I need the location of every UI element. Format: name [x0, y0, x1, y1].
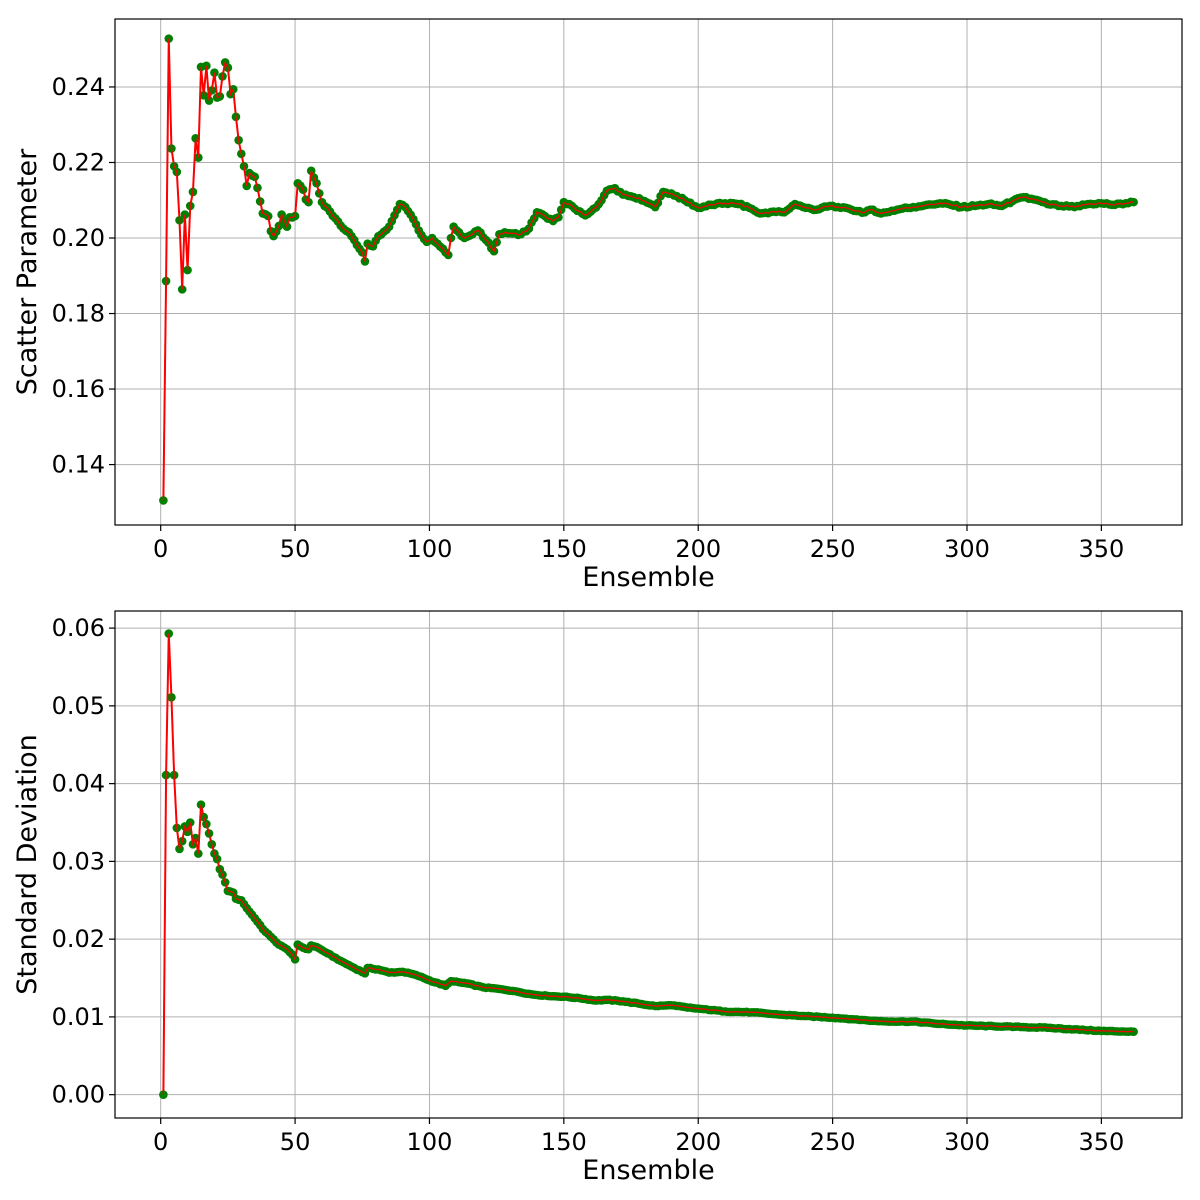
scatter-parameter-plot: 0 50 100 150 200 250 300 350 0.14 0.16 0.18 0.20 0.2…	[12, 18, 1183, 593]
stddev-series-line-overlay	[162, 633, 1134, 1095]
stddev-markers	[159, 629, 1138, 1099]
scatter-y-tick-label: 0.22	[52, 148, 105, 176]
stddev-y-tick-label: 0.00	[52, 1081, 105, 1109]
scatter-series-line-overlay	[162, 38, 1134, 501]
stddev-x-axis-label: Ensemble	[582, 1155, 714, 1186]
scatter-data-point	[159, 496, 168, 505]
scatter-x-tick-label: 200	[675, 535, 721, 563]
stddev-x-tick-label: 350	[1078, 1128, 1124, 1156]
scatter-x-tick-label: 0	[153, 535, 168, 563]
scatter-x-tick-label: 300	[944, 535, 990, 563]
stddev-plot-frame	[114, 610, 1183, 1119]
scatter-x-axis-label: Ensemble	[582, 562, 714, 593]
stddev-y-tick-label: 0.02	[52, 925, 105, 953]
stddev-y-tick-label: 0.04	[52, 770, 105, 798]
stddev-x-tick-label: 150	[541, 1128, 587, 1156]
stddev-y-tick-label: 0.05	[52, 692, 105, 720]
stddev-y-tick-label: 0.06	[52, 614, 105, 642]
scatter-x-tick-label: 250	[810, 535, 856, 563]
scatter-x-tick-label: 150	[541, 535, 587, 563]
stddev-y-tick-label: 0.03	[52, 847, 105, 875]
stddev-x-tick-label: 50	[280, 1128, 311, 1156]
scatter-y-tick-label: 0.20	[52, 224, 105, 252]
scatter-y-tick-label: 0.18	[52, 300, 105, 328]
stddev-x-tick-label: 300	[944, 1128, 990, 1156]
stddev-y-tick-label: 0.01	[52, 1003, 105, 1031]
scatter-markers	[159, 34, 1138, 505]
stddev-x-tick-label: 250	[810, 1128, 856, 1156]
stddev-x-tick-label: 0	[153, 1128, 168, 1156]
stddev-x-tick-label: 100	[407, 1128, 453, 1156]
scatter-y-tick-label: 0.24	[52, 73, 105, 101]
scatter-plot-frame	[114, 18, 1183, 526]
standard-deviation-plot: 0 50 100 150 200 250 300 350 0.00 0.01 0.02 0.03 0.0…	[12, 610, 1183, 1186]
scatter-series-line	[162, 38, 1134, 501]
scatter-x-tick-label: 350	[1078, 535, 1124, 563]
stddev-x-tick-label: 200	[675, 1128, 721, 1156]
scatter-y-tick-label: 0.16	[52, 375, 105, 403]
scatter-x-tick-label: 50	[280, 535, 311, 563]
scatter-x-tick-label: 100	[407, 535, 453, 563]
scatter-y-axis-label: Scatter Parameter	[12, 148, 43, 395]
stddev-y-axis-label: Standard Deviation	[12, 734, 43, 995]
scatter-y-tick-label: 0.14	[52, 451, 105, 479]
